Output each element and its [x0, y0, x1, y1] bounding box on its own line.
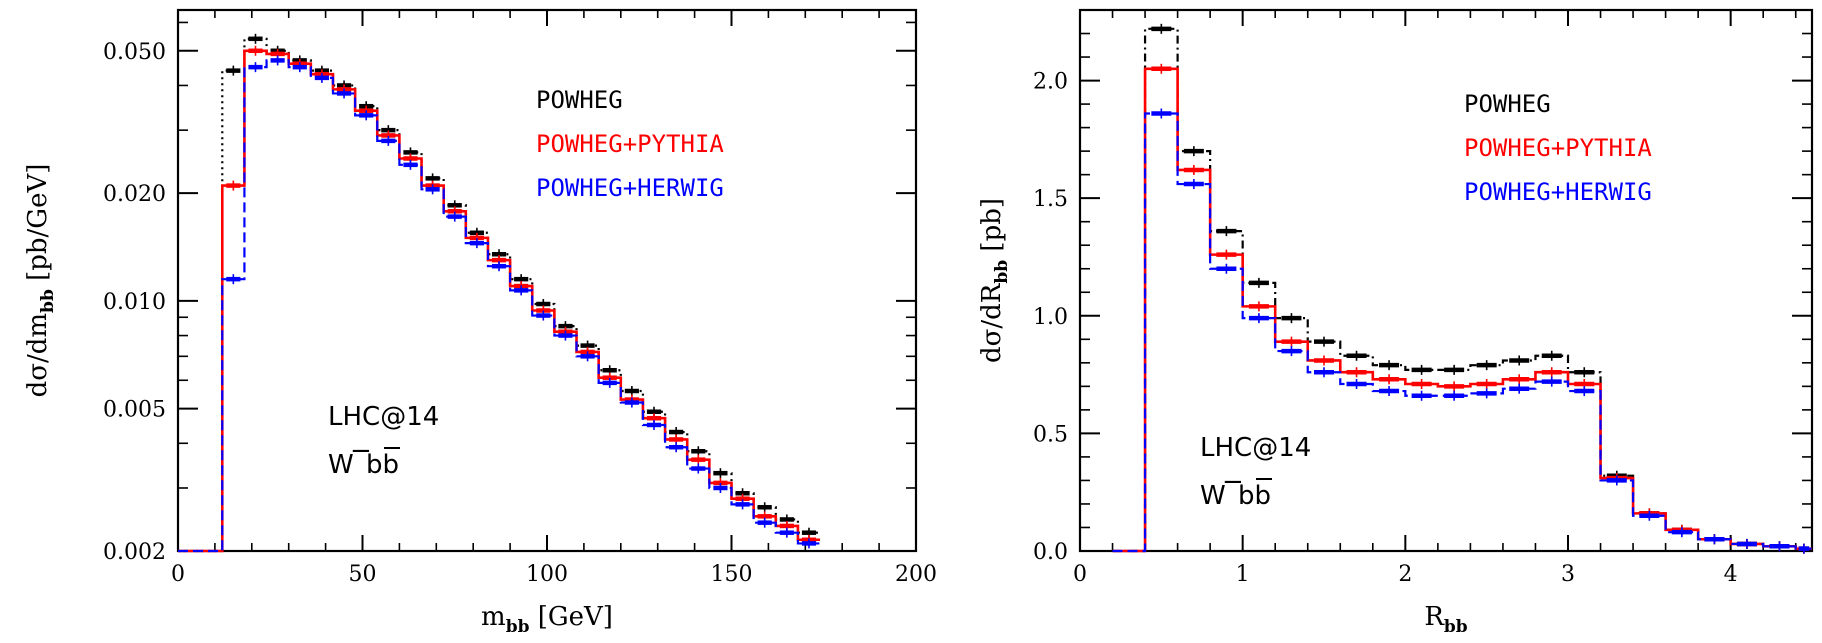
plot-frame [1078, 8, 1814, 553]
x-tick-label: 1 [1236, 562, 1250, 587]
legend-entry: POWHEG+PYTHIA [1464, 134, 1652, 162]
annotation-process: W−bb [328, 436, 400, 480]
annotation-boson: W [328, 450, 354, 480]
annotation-quarks: bb [366, 450, 399, 480]
series-line [1112, 112, 1812, 553]
annotation-charge: − [1222, 467, 1244, 497]
x-tick-label: 200 [895, 562, 937, 587]
annotation-quarks: bb [1238, 481, 1271, 511]
legend-entry: POWHEG+HERWIG [1464, 178, 1652, 206]
x-tick-label: 0 [1073, 562, 1087, 587]
x-tick-label: 3 [1561, 562, 1575, 587]
y-tick-label: 0.010 [103, 290, 166, 315]
legend-entry: POWHEG [1464, 90, 1551, 118]
legend-entry: POWHEG+HERWIG [536, 174, 724, 202]
x-tick-label: 4 [1724, 562, 1738, 587]
x-tick-label: 100 [526, 562, 568, 587]
x-axis-label: mbb [GeV] [481, 602, 613, 637]
annotation-process: W−bb [1200, 467, 1272, 511]
y-tick-label: 0.020 [103, 182, 166, 207]
series-line [1112, 67, 1812, 553]
legend-entry: POWHEG [536, 86, 623, 114]
legend-entry: POWHEG+PYTHIA [536, 130, 724, 158]
y-tick-label: 1.5 [1033, 187, 1068, 212]
x-tick-label: 150 [711, 562, 753, 587]
y-tick-label: 0.005 [103, 398, 166, 423]
annotation-collider: LHC@14 [328, 402, 439, 432]
y-tick-label: 0.002 [103, 540, 166, 565]
x-tick-label: 2 [1398, 562, 1412, 587]
y-axis-label: dσ/dRbb [pb] [977, 198, 1012, 363]
y-tick-label: 0.5 [1033, 422, 1068, 447]
left-panel: 0 50 100 150 200 0.002 0.005 0.010 0.020 0.050 POW… [23, 8, 937, 637]
annotation-boson: W [1200, 481, 1226, 511]
annotation-collider: LHC@14 [1200, 433, 1311, 463]
right-panel: 0 1 2 3 4 0.0 0.5 1.0 1.5 2.0 POWHEG POWHEG+PYTHIA P… [977, 8, 1814, 637]
y-tick-label: 2.0 [1033, 70, 1068, 95]
y-tick-label: 1.0 [1033, 305, 1068, 330]
x-tick-label: 0 [171, 562, 185, 587]
series-line [178, 49, 821, 553]
series-line [178, 59, 821, 553]
annotation-charge: − [350, 436, 372, 466]
x-tick-label: 50 [349, 562, 377, 587]
y-tick-label: 0.050 [103, 40, 166, 65]
x-axis-label: Rbb [1424, 602, 1467, 637]
y-axis-label: dσ/dmbb [pb/GeV] [23, 164, 58, 398]
y-tick-label: 0.0 [1033, 540, 1068, 565]
series-line [1112, 27, 1812, 553]
